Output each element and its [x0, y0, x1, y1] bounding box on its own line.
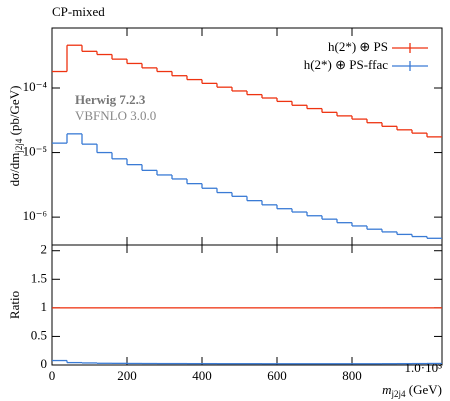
ratio-y-label: Ratio [7, 291, 22, 319]
x-label-part: m [382, 382, 391, 397]
x-offset-label: 1.0·10³ [405, 360, 443, 375]
x-label-part: (GeV) [406, 382, 442, 397]
y-tick-label: 0.5 [31, 327, 47, 342]
chart-title: CP-mixed [52, 4, 105, 19]
y-tick-label: 2 [41, 242, 48, 257]
y-tick-label: 1 [41, 299, 48, 314]
y-label-part: dσ/dm [7, 153, 22, 187]
x-tick-label: 0 [49, 368, 56, 383]
y-axis-label: dσ/dmj2j4 (pb/GeV) [7, 86, 24, 187]
annotation: Herwig 7.2.3 [75, 92, 146, 107]
y-label-sub: j2j4 [14, 138, 24, 154]
y-tick-label: 10⁻⁴ [23, 79, 48, 94]
legend-label: h(2*) ⊕ PS-ffac [304, 57, 389, 72]
step-riser [66, 133, 428, 239]
x-tick-label: 600 [267, 368, 287, 383]
annotation: VBFNLO 3.0.0 [75, 108, 156, 123]
x-axis-label: mj2j4 (GeV) [382, 382, 442, 399]
x-tick-label: 200 [117, 368, 137, 383]
y-label-part: (pb/GeV) [7, 86, 22, 139]
step-riser [66, 45, 428, 137]
y-tick-label: 1.5 [31, 270, 47, 285]
y-tick-label: 0 [41, 356, 48, 371]
y-tick-label: 10⁻⁵ [23, 144, 47, 159]
y-tick-label: 10⁻⁶ [23, 208, 47, 223]
legend-label: h(2*) ⊕ PS [328, 39, 388, 54]
x-tick-label: 400 [192, 368, 212, 383]
x-label-sub: j2j4 [391, 389, 407, 399]
plot-frame [51, 244, 443, 366]
x-tick-label: 800 [342, 368, 362, 383]
